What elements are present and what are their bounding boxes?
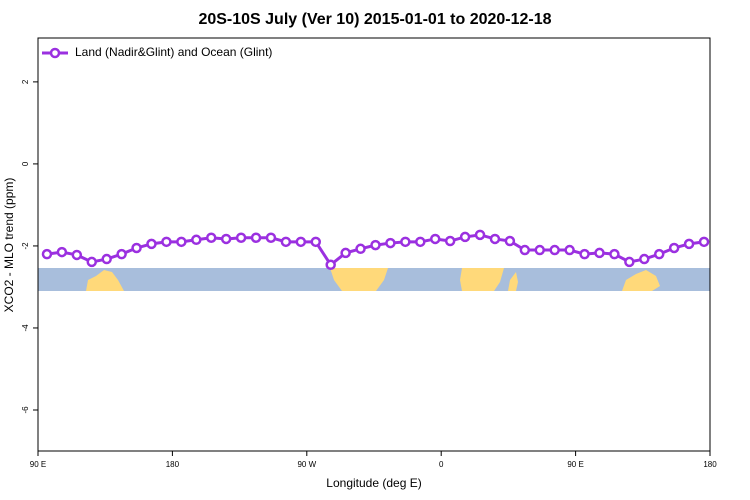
data-point (161, 236, 172, 248)
data-point (609, 248, 620, 260)
data-point (624, 256, 635, 268)
data-point (56, 246, 68, 258)
data-point (146, 238, 157, 250)
y-tick-label: 2 (21, 79, 30, 84)
x-tick-label: 0 (439, 460, 444, 469)
x-tick-label: 180 (703, 460, 717, 469)
data-point (220, 233, 232, 245)
data-point (549, 244, 560, 256)
data-point (131, 242, 142, 254)
data-point (504, 235, 516, 247)
data-point (205, 232, 217, 243)
chart-title: 20S-10S July (Ver 10) 2015-01-01 to 2020… (198, 11, 551, 28)
data-point (639, 253, 650, 265)
data-point (683, 238, 695, 250)
data-point (668, 242, 680, 254)
data-point (415, 236, 426, 248)
x-tick-label: 90 W (297, 460, 316, 469)
data-point (71, 249, 83, 261)
data-point (564, 244, 575, 256)
data-point (444, 235, 456, 247)
data-point (86, 256, 98, 268)
data-point (459, 231, 471, 243)
data-point (579, 248, 590, 260)
data-point (250, 232, 262, 243)
data-point (370, 239, 381, 251)
x-tick-label: 90 E (30, 460, 46, 469)
data-point (594, 247, 605, 259)
y-tick-label: -2 (21, 242, 30, 250)
data-point (176, 236, 187, 248)
data-point (429, 233, 441, 245)
data-point (325, 259, 336, 271)
data-point (116, 248, 127, 260)
data-point (41, 248, 53, 260)
y-tick-label: 0 (21, 161, 30, 166)
data-point (400, 236, 411, 248)
data-point (698, 236, 710, 248)
plot-frame (37, 37, 711, 452)
legend-marker (49, 47, 61, 59)
y-axis-label: XCO2 - MLO trend (ppm) (2, 178, 16, 313)
data-point (101, 253, 112, 265)
data-point (265, 232, 277, 243)
data-point (295, 236, 307, 248)
y-tick-label: -4 (21, 324, 30, 332)
map-strip (38, 268, 710, 291)
data-point (385, 237, 396, 249)
data-point (519, 244, 531, 256)
x-tick-label: 90 E (567, 460, 583, 469)
data-point (355, 243, 366, 255)
data-point (310, 236, 322, 248)
data-point (653, 248, 665, 260)
x-tick-label: 180 (166, 460, 180, 469)
data-point (340, 247, 351, 259)
x-axis-label: Longitude (deg E) (326, 476, 421, 490)
y-tick-label: -6 (21, 406, 30, 414)
data-point (235, 232, 247, 243)
data-point (534, 244, 546, 256)
data-point (280, 236, 292, 248)
legend-label: Land (Nadir&Glint) and Ocean (Glint) (75, 45, 272, 59)
data-point (191, 234, 202, 246)
data-point (489, 233, 501, 245)
data-point (474, 229, 486, 241)
